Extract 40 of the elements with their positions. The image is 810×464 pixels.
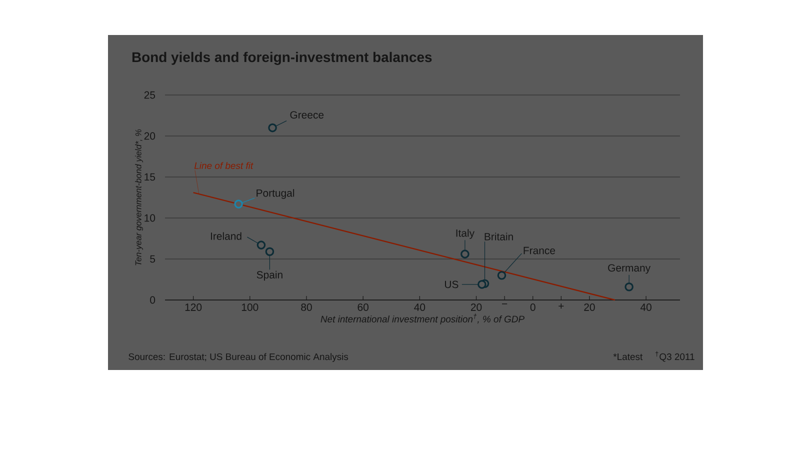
x-tick-label: 120 (185, 304, 202, 311)
y-tick-label: 25 (144, 91, 156, 99)
point (234, 200, 243, 208)
y-axis-title: Ten-year government-bond yield*, % (135, 129, 143, 266)
x-tick-label: + (558, 304, 564, 309)
point (256, 240, 266, 250)
y-tick-label: 20 (144, 132, 156, 140)
y-tick-label: 15 (144, 173, 156, 181)
x-tick-label: 0 (530, 304, 536, 311)
text: $^{†}$Q3 2011 (655, 351, 694, 362)
annotation: Greece (290, 111, 324, 119)
point (478, 280, 486, 289)
annotation: Spain (256, 270, 282, 281)
x-tick-label: 20 (470, 304, 482, 311)
point (497, 270, 506, 280)
annotation: Germany (608, 264, 651, 274)
point (265, 247, 274, 256)
y-tick-label: 0 (150, 296, 156, 304)
annotation: Portugal (256, 189, 294, 199)
text: *Latest (613, 353, 643, 360)
y-tick-label: 10 (144, 214, 156, 222)
point (268, 123, 277, 132)
point (624, 282, 634, 292)
annotation: Ireland (210, 232, 242, 240)
x-tick-label: 40 (640, 304, 652, 311)
annotation: Line of best fit (194, 162, 254, 170)
x-axis-title: Net international investment position$^{†}$, % of GDP (320, 314, 524, 324)
annotation: Britain (484, 232, 513, 240)
source-note: Sources: Eurostat; US Bureau of Economic Analysis (128, 353, 348, 362)
annotation: US (445, 280, 458, 288)
y-tick-label: 5 (150, 255, 156, 263)
chart-title: Bond yields and foreign-investment balances (132, 52, 432, 65)
annotation: France (524, 246, 556, 254)
x-tick-label: 60 (358, 304, 368, 311)
point (460, 250, 470, 258)
x-tick-label: 100 (242, 304, 258, 311)
x-tick-label: 80 (301, 304, 312, 311)
annotation: Italy (456, 229, 475, 239)
x-tick-label: 20 (584, 304, 595, 311)
x-tick-label: 40 (414, 304, 426, 311)
